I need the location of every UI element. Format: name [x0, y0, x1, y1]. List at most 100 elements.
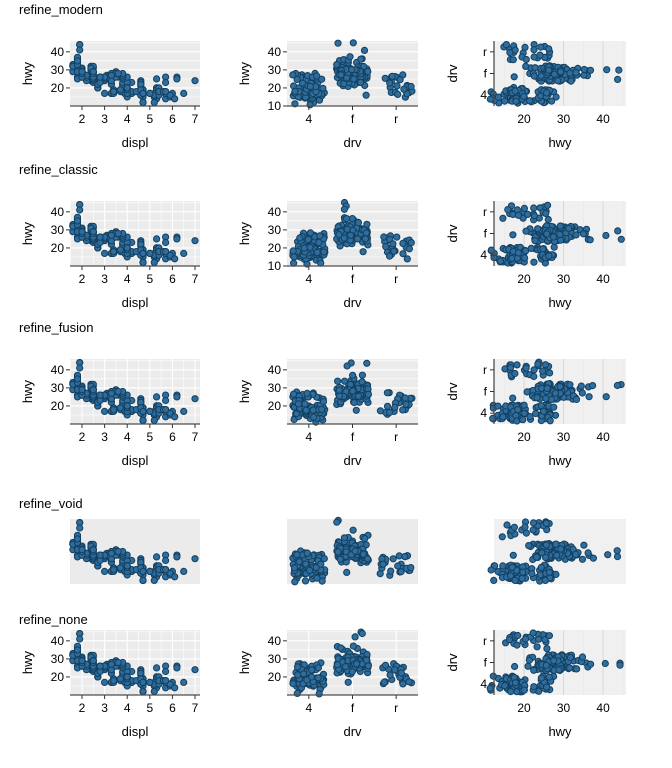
svg-text:20: 20 — [268, 241, 282, 255]
svg-text:20: 20 — [51, 670, 65, 684]
svg-text:40: 40 — [51, 634, 65, 648]
svg-text:40: 40 — [268, 363, 282, 377]
svg-text:30: 30 — [51, 652, 65, 666]
figure-title-refine-fusion: refine_fusion — [19, 320, 94, 335]
svg-text:40: 40 — [268, 45, 282, 59]
svg-text:30: 30 — [557, 701, 571, 715]
svg-text:30: 30 — [268, 63, 282, 77]
svg-text:f: f — [484, 385, 488, 399]
svg-text:30: 30 — [268, 381, 282, 395]
svg-text:r: r — [394, 701, 398, 715]
svg-text:4: 4 — [305, 430, 312, 444]
scatter-row-refine-void — [69, 516, 626, 586]
svg-text:6: 6 — [169, 272, 176, 286]
svg-text:20: 20 — [268, 670, 282, 684]
svg-text:4: 4 — [124, 112, 131, 126]
svg-text:drv: drv — [445, 64, 460, 83]
figure-title-refine-modern: refine_modern — [19, 2, 103, 17]
svg-text:6: 6 — [169, 430, 176, 444]
svg-text:5: 5 — [146, 430, 153, 444]
svg-text:40: 40 — [268, 634, 282, 648]
svg-text:20: 20 — [517, 430, 531, 444]
svg-text:6: 6 — [169, 112, 176, 126]
svg-text:r: r — [483, 634, 487, 648]
svg-text:30: 30 — [51, 223, 65, 237]
svg-text:40: 40 — [51, 45, 65, 59]
svg-text:drv: drv — [343, 135, 362, 150]
figure-row-refine-modern: refine_modern 2 3 4 5 6 7 20 30 40 displ hwy 4 f r 10 2… — [0, 0, 672, 160]
svg-text:3: 3 — [101, 112, 108, 126]
svg-text:hwy: hwy — [548, 453, 572, 468]
svg-text:hwy: hwy — [20, 379, 35, 403]
svg-text:displ: displ — [122, 724, 149, 739]
figure-row-refine-classic: refine_classic 2 3 4 5 6 7 20 30 40 displ hwy 4 f r 10… — [0, 160, 672, 315]
svg-text:10: 10 — [268, 259, 282, 273]
svg-text:hwy: hwy — [237, 221, 252, 245]
svg-text:40: 40 — [596, 112, 610, 126]
svg-text:r: r — [394, 112, 398, 126]
svg-text:7: 7 — [192, 272, 199, 286]
svg-text:20: 20 — [51, 241, 65, 255]
svg-text:f: f — [351, 272, 355, 286]
svg-text:r: r — [483, 363, 487, 377]
svg-text:20: 20 — [268, 81, 282, 95]
svg-text:7: 7 — [192, 430, 199, 444]
svg-text:hwy: hwy — [548, 295, 572, 310]
svg-text:20: 20 — [517, 112, 531, 126]
svg-text:4: 4 — [124, 430, 131, 444]
svg-text:4: 4 — [305, 112, 312, 126]
svg-text:r: r — [483, 205, 487, 219]
svg-text:hwy: hwy — [237, 379, 252, 403]
svg-text:20: 20 — [268, 399, 282, 413]
svg-text:drv: drv — [445, 224, 460, 243]
svg-text:hwy: hwy — [548, 724, 572, 739]
svg-text:f: f — [484, 656, 488, 670]
svg-text:f: f — [484, 67, 488, 81]
svg-text:30: 30 — [268, 223, 282, 237]
svg-text:hwy: hwy — [20, 61, 35, 85]
svg-text:40: 40 — [596, 272, 610, 286]
figure-title-refine-classic: refine_classic — [19, 162, 98, 177]
svg-text:r: r — [483, 45, 487, 59]
svg-text:4: 4 — [124, 701, 131, 715]
svg-text:7: 7 — [192, 112, 199, 126]
svg-text:displ: displ — [122, 135, 149, 150]
svg-text:5: 5 — [146, 701, 153, 715]
svg-text:4: 4 — [305, 272, 312, 286]
svg-text:f: f — [351, 701, 355, 715]
svg-text:30: 30 — [51, 63, 65, 77]
svg-text:20: 20 — [517, 272, 531, 286]
svg-text:2: 2 — [79, 430, 86, 444]
svg-text:4: 4 — [480, 677, 487, 691]
svg-text:20: 20 — [517, 701, 531, 715]
svg-text:hwy: hwy — [20, 650, 35, 674]
svg-text:2: 2 — [79, 112, 86, 126]
figure-row-refine-void: refine_void — [0, 470, 672, 610]
svg-text:drv: drv — [445, 382, 460, 401]
svg-text:f: f — [351, 430, 355, 444]
svg-text:4: 4 — [305, 701, 312, 715]
figure-row-refine-none: refine_none 2 3 4 5 6 7 20 30 40 displ hwy 4 f r 20 30 4… — [0, 610, 672, 768]
svg-text:f: f — [351, 112, 355, 126]
svg-text:4: 4 — [124, 272, 131, 286]
svg-text:4: 4 — [480, 88, 487, 102]
svg-text:40: 40 — [596, 701, 610, 715]
svg-text:6: 6 — [169, 701, 176, 715]
svg-text:3: 3 — [101, 430, 108, 444]
svg-text:hwy: hwy — [20, 221, 35, 245]
svg-text:10: 10 — [268, 99, 282, 113]
svg-text:3: 3 — [101, 272, 108, 286]
svg-text:20: 20 — [51, 81, 65, 95]
svg-text:drv: drv — [445, 653, 460, 672]
svg-text:5: 5 — [146, 112, 153, 126]
svg-text:2: 2 — [79, 272, 86, 286]
svg-text:drv: drv — [343, 295, 362, 310]
svg-text:hwy: hwy — [237, 61, 252, 85]
svg-text:30: 30 — [51, 381, 65, 395]
svg-text:drv: drv — [343, 724, 362, 739]
svg-text:r: r — [394, 272, 398, 286]
